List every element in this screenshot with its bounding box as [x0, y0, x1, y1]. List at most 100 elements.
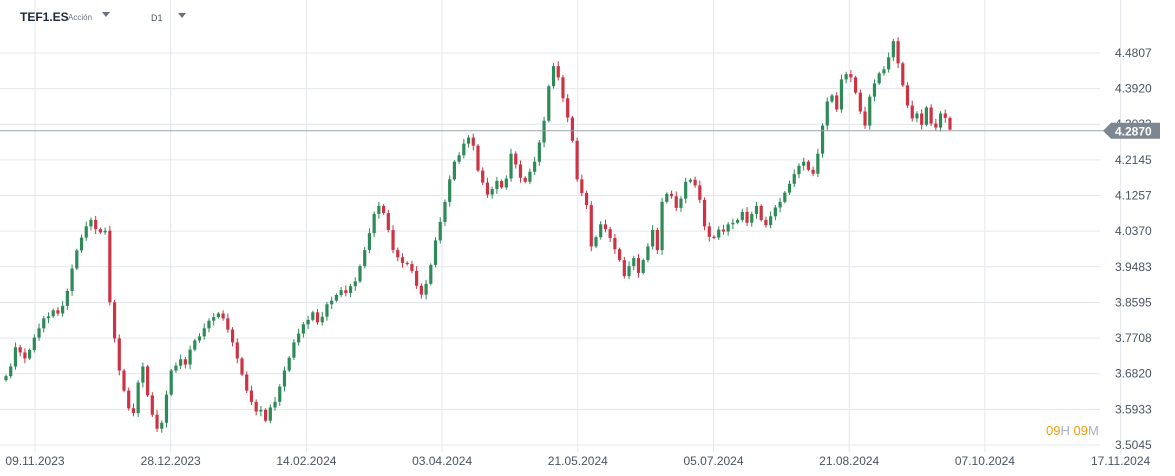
candle [259, 405, 263, 417]
candle [330, 296, 334, 310]
candle [56, 307, 60, 316]
candle-body [688, 179, 692, 182]
candle [830, 93, 834, 104]
candle-body [896, 41, 900, 64]
y-tick-label: 4.2145 [1115, 153, 1152, 167]
candle [155, 409, 159, 432]
candle [726, 221, 730, 236]
x-tick-label: 28.12.2023 [141, 454, 201, 468]
candle-body [122, 370, 126, 391]
y-tick-label: 3.6820 [1115, 367, 1152, 381]
candle-body [702, 199, 707, 227]
candle-body [773, 207, 777, 217]
candle [254, 399, 258, 416]
candle [273, 397, 277, 411]
candle [759, 204, 763, 222]
y-tick-label: 3.5045 [1115, 438, 1152, 452]
chevron-down-icon[interactable] [178, 13, 186, 18]
candle-body [353, 281, 357, 287]
candle-body [740, 211, 744, 220]
candle-body [537, 142, 541, 162]
candle [679, 196, 683, 212]
candle [315, 309, 320, 325]
candle [844, 71, 848, 84]
candle [400, 253, 405, 268]
candle [655, 227, 659, 255]
candle [363, 246, 367, 269]
candle [429, 263, 433, 286]
candle [117, 334, 121, 376]
candle-body [787, 183, 792, 193]
candles-layer [4, 37, 952, 433]
candle-body [287, 357, 291, 371]
candle [816, 148, 820, 177]
candle [193, 338, 197, 352]
y-tick-label: 4.1257 [1115, 189, 1152, 203]
candle [75, 248, 79, 271]
candle [702, 197, 707, 231]
candle [481, 167, 485, 185]
candle-body [665, 193, 669, 202]
candle-body [750, 213, 754, 223]
candle-body [514, 153, 518, 165]
candle [641, 258, 645, 275]
candle-body [136, 382, 140, 414]
candle-body [103, 230, 107, 233]
candle [632, 255, 636, 271]
candle [820, 123, 825, 158]
candle [344, 285, 348, 297]
candle [868, 94, 872, 130]
candle-body [325, 304, 329, 317]
candle [622, 256, 626, 279]
candle-body [367, 233, 372, 251]
candle [797, 163, 801, 179]
candle-body [56, 310, 60, 314]
candle [721, 224, 726, 235]
candle-body [632, 258, 636, 267]
candle-body [169, 370, 173, 395]
candle-body [599, 224, 603, 238]
candle-body [46, 316, 51, 319]
candle [42, 315, 46, 333]
candle [221, 310, 225, 321]
candle [495, 176, 499, 194]
candle-body [70, 268, 74, 292]
candle [240, 356, 244, 377]
y-tick-label: 3.7708 [1115, 331, 1152, 345]
candle-body [311, 312, 315, 320]
candle-body [844, 74, 848, 80]
candle-body [197, 336, 202, 341]
candle [301, 321, 305, 338]
x-tick-label: 09.11.2023 [5, 454, 64, 468]
candle-body [391, 229, 395, 251]
candle-body [377, 205, 381, 214]
candle [674, 191, 678, 212]
candle [665, 192, 669, 204]
candle [410, 260, 414, 274]
candle-body [315, 312, 320, 323]
candle [731, 218, 735, 230]
candle-body [509, 153, 513, 179]
candle [94, 215, 98, 234]
chevron-down-icon[interactable] [102, 12, 110, 17]
candle-body [297, 333, 301, 343]
candle [825, 97, 829, 131]
candle-body [131, 408, 136, 414]
candle-body [282, 370, 287, 387]
candle [471, 133, 475, 151]
candle-body [948, 117, 952, 130]
candle [740, 208, 744, 223]
candle-body [259, 409, 263, 412]
candle-body [183, 359, 187, 365]
candle-body [240, 358, 244, 375]
candle [278, 384, 282, 406]
candle [792, 169, 796, 187]
candle-body [4, 376, 8, 381]
candle-body [179, 359, 183, 366]
candle-body [717, 229, 721, 238]
candle-body [877, 73, 881, 84]
candle [835, 92, 839, 112]
candle-body [589, 205, 593, 247]
candle [514, 151, 518, 169]
